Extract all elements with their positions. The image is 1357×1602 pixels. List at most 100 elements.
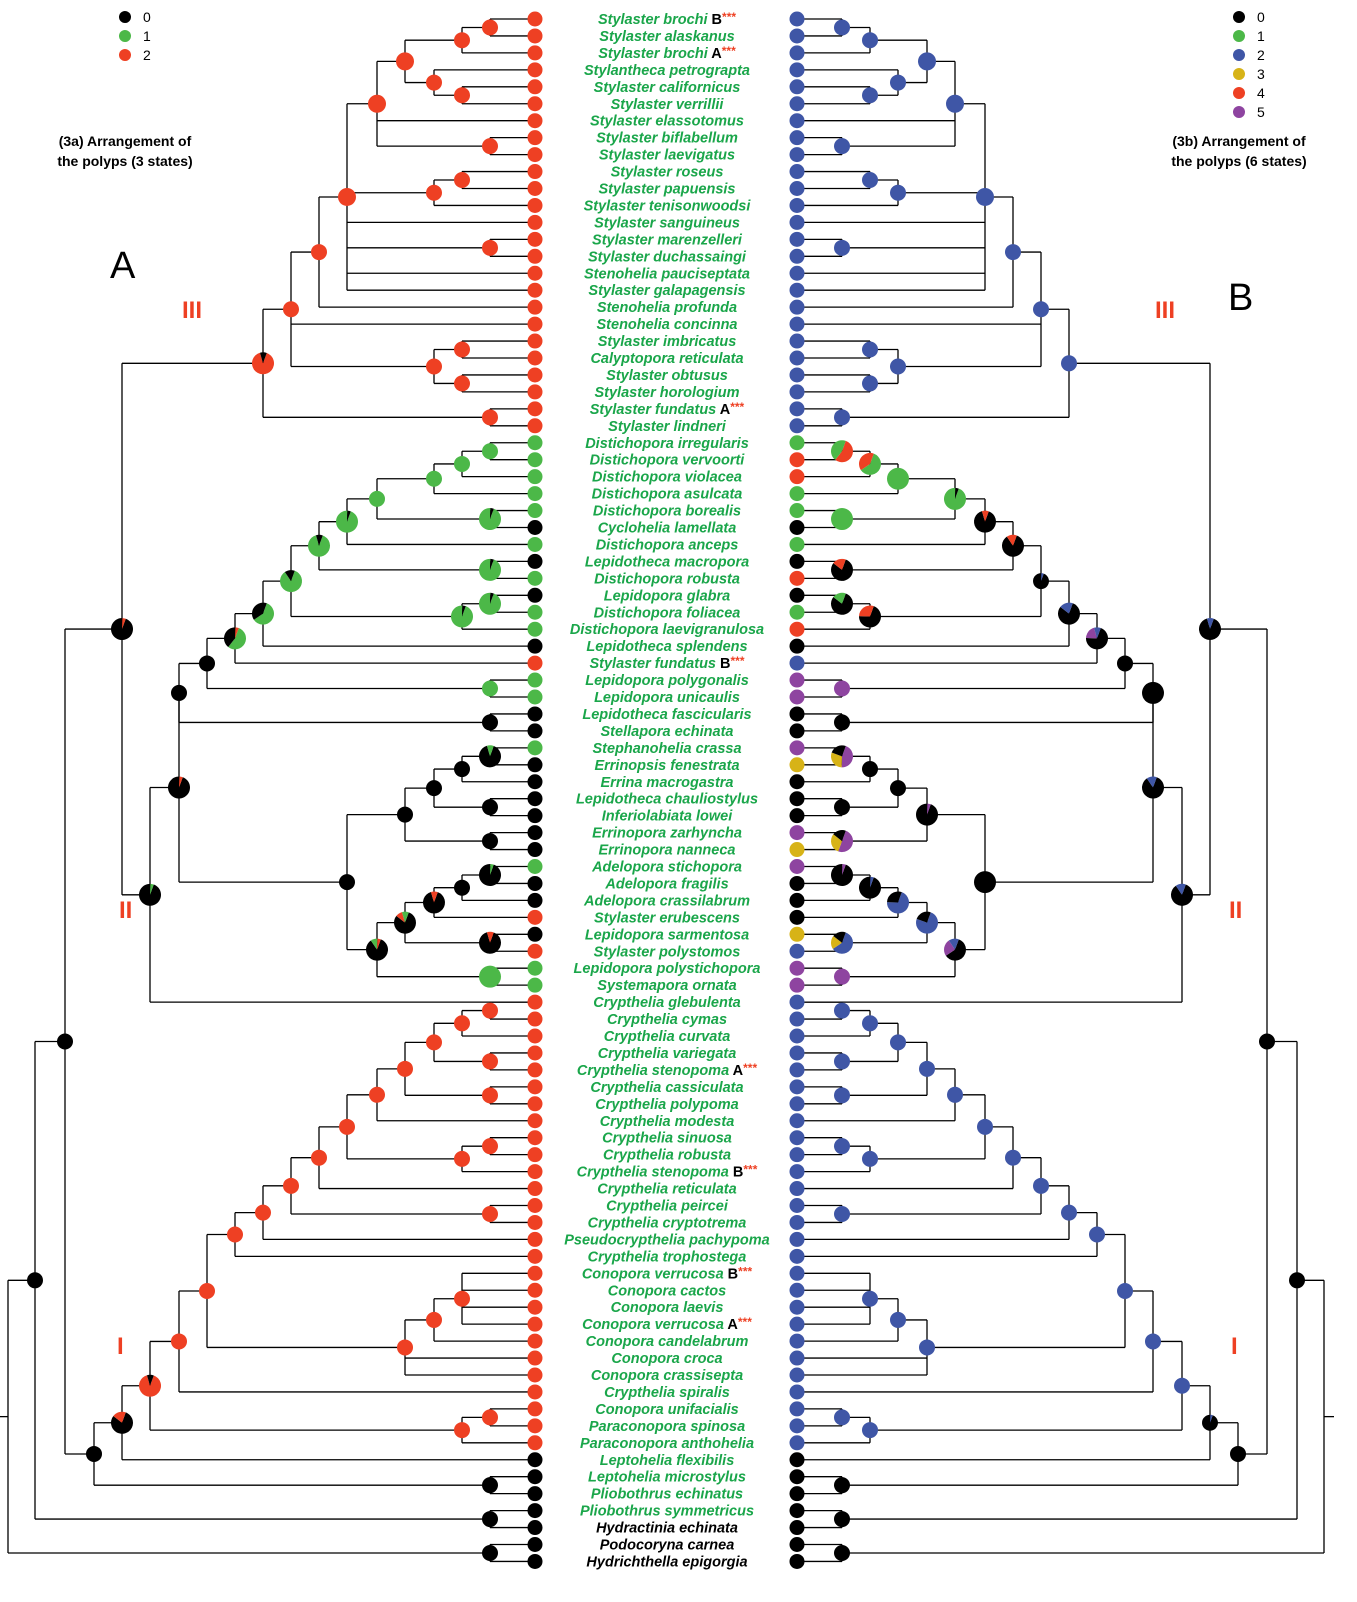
taxon-label-77: Conopora verrucosa A*** [582, 1315, 752, 1333]
node-r-147 [1061, 1204, 1077, 1221]
taxon-name: Inferiolabiata lowei [602, 809, 733, 825]
node-l-15 [283, 301, 299, 318]
node-r-114 [1117, 655, 1133, 672]
taxon-name: Stylaster tenisonwoodsi [584, 198, 752, 214]
node-r-137 [890, 1034, 906, 1051]
tip-left-69 [527, 1181, 543, 1197]
node-l-41-slice-0 [478, 863, 501, 886]
node-r-118-slice [862, 761, 878, 778]
tip-right-73 [789, 1248, 805, 1264]
taxon-label-54: Lepidopora sarmentosa [585, 927, 749, 943]
tip-right-89 [789, 1520, 805, 1536]
tip-right-74 [789, 1265, 805, 1281]
tip-right-49 [789, 842, 805, 858]
node-r-121-slice-1 [831, 834, 842, 852]
taxon-name: Distichopora vervoorti [590, 453, 746, 469]
tip-right-76 [789, 1299, 805, 1315]
node-r-132-slice-1 [1175, 883, 1186, 895]
taxon-name: Conopora candelabrum [586, 1334, 749, 1350]
node-r-103 [831, 508, 853, 531]
node-r-153 [1145, 1333, 1161, 1350]
node-l-23-slice-0 [336, 510, 359, 533]
node-l-25 [308, 534, 331, 557]
tip-left-32 [527, 553, 543, 569]
taxon-label-45: Errina macrogastra [601, 775, 734, 791]
node-r-100-slice-1 [830, 440, 846, 460]
tip-left-34 [527, 587, 543, 603]
node-r-113 [834, 680, 850, 697]
tip-left-70 [527, 1198, 543, 1213]
taxon-name: Distichopora robusta [594, 571, 740, 587]
node-l-74 [138, 1374, 161, 1397]
tip-right-3 [789, 62, 805, 78]
node-l-74-slice-1 [146, 1374, 154, 1386]
node-l-12 [454, 341, 470, 358]
tip-left-20 [527, 350, 543, 366]
node-l-44-slice-0 [478, 932, 501, 954]
node-l-14-slice [426, 358, 442, 375]
tip-left-65 [527, 1113, 543, 1129]
node-l-68 [426, 1311, 442, 1328]
taxon-label-41: Lepidotheca fascicularis [582, 707, 751, 723]
node-l-36-slice [454, 761, 470, 778]
node-r-102-slice [887, 467, 909, 490]
tip-left-8 [527, 147, 543, 163]
node-r-134-slice [834, 1002, 850, 1019]
node-l-26-slice-1 [490, 592, 494, 604]
taxon-label-37: Lepidotheca splendens [586, 639, 747, 655]
node-r-138-slice [834, 1087, 850, 1104]
node-r-116 [1142, 681, 1164, 704]
tip-right-59 [789, 1011, 805, 1027]
node-l-37 [482, 799, 498, 816]
clade-label-left-iii: III [182, 297, 202, 324]
tip-left-4 [527, 79, 543, 95]
caption-right-line1: (3b) Arrangement of [1172, 133, 1306, 149]
taxon-name: Distichopora asulcata [592, 487, 743, 503]
tip-left-14 [527, 248, 543, 264]
taxon-name: Stylaster roseus [611, 165, 724, 181]
ancestral-nodes-right [830, 19, 1305, 1561]
taxon-label-44: Errinopsis fenestrata [594, 758, 739, 774]
taxon-label-68: Crypthelia stenopoma B*** [577, 1163, 758, 1181]
node-r-147-slice [1061, 1204, 1077, 1221]
node-l-8-slice [426, 184, 442, 201]
taxon-label-42: Stellapora echinata [601, 724, 734, 740]
taxon-label-74: Conopora verrucosa B*** [582, 1264, 753, 1282]
tip-right-58 [789, 994, 805, 1010]
taxon-label-6: Stylaster elassotomus [590, 114, 744, 130]
node-r-125-slice-0 [887, 892, 909, 914]
node-l-13-slice [454, 375, 470, 392]
tip-left-19 [527, 333, 543, 349]
node-r-157-slice-0 [1201, 1414, 1218, 1431]
taxon-label-90: Podocoryna carnea [600, 1538, 735, 1554]
taxon-label-81: Crypthelia spiralis [604, 1385, 730, 1401]
taxon-label-48: Errinopora zarhyncha [592, 826, 742, 842]
taxon-name: Stylaster fundatus [589, 656, 716, 672]
taxon-name: Pliobothrus echinatus [591, 1487, 743, 1503]
ancestral-nodes-left [27, 19, 502, 1561]
tip-right-26 [789, 452, 805, 468]
tip-right-86 [789, 1469, 805, 1485]
node-l-52-slice [482, 1002, 498, 1019]
node-l-38-slice [426, 780, 442, 797]
tip-right-36 [789, 621, 805, 637]
node-l-64-slice [283, 1177, 299, 1194]
tip-left-30 [527, 520, 543, 535]
tip-left-47 [527, 808, 543, 824]
node-l-50 [139, 883, 162, 906]
tip-left-59 [527, 1011, 543, 1027]
node-l-55-slice [426, 1034, 442, 1051]
legend-right-label-1: 1 [1257, 28, 1265, 44]
node-r-112-slice-2 [1093, 627, 1101, 639]
legend-right-label-5: 5 [1257, 104, 1265, 120]
tip-right-48 [789, 825, 805, 841]
node-r-112 [1086, 627, 1109, 650]
node-r-107-slice-0 [1002, 535, 1025, 557]
node-l-29-slice-1 [252, 602, 267, 620]
node-r-139-slice [919, 1060, 935, 1077]
node-l-72-slice [482, 1409, 498, 1426]
taxon-label-46: Lepidotheca chauliostylus [576, 792, 758, 808]
taxon-name: Calyptopora reticulata [590, 351, 743, 367]
node-r-121 [831, 830, 853, 853]
tip-left-91 [527, 1553, 543, 1569]
